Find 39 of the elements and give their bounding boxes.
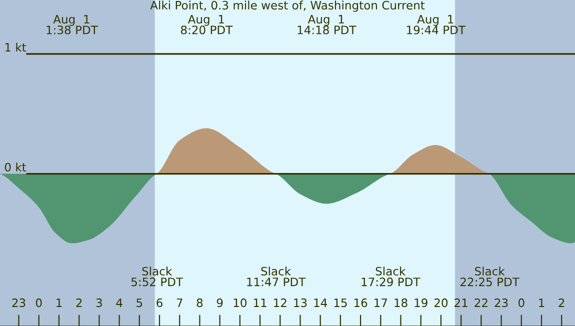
annotation: Slack 11:47 PDT bbox=[247, 266, 306, 286]
x-tick-label: 15 bbox=[334, 298, 347, 308]
annotation: Aug 1 8:20 PDT bbox=[180, 15, 233, 34]
chart-title: Alki Point, 0.3 mile west of, Washington Current bbox=[150, 0, 425, 12]
x-tick-label: 17 bbox=[374, 298, 387, 307]
x-tick-label: 20 bbox=[434, 298, 448, 308]
x-tick-label: 13 bbox=[294, 298, 307, 308]
x-tick-label: 10 bbox=[234, 298, 246, 308]
x-tick-label: 12 bbox=[274, 298, 286, 307]
annotation: Aug 1 14:18 PDT bbox=[298, 15, 356, 34]
x-tick-label: 23 bbox=[494, 298, 508, 308]
annotation: Slack 5:52 PDT bbox=[132, 266, 184, 286]
x-tick-label: 2 bbox=[76, 298, 82, 307]
x-tick-label: 0 bbox=[518, 298, 524, 308]
x-tick-label: 19 bbox=[414, 298, 428, 308]
y-tick-label: 1 kt bbox=[5, 42, 26, 52]
x-tick-label: 6 bbox=[156, 298, 162, 308]
annotation: Slack 17:29 PDT bbox=[362, 266, 420, 286]
x-tick-label: 16 bbox=[354, 298, 368, 308]
x-tick-label: 3 bbox=[96, 298, 102, 308]
x-tick-label: 4 bbox=[116, 298, 122, 307]
annotation: Aug 1 1:38 PDT bbox=[46, 15, 98, 34]
annotation: Slack 22:25 PDT bbox=[460, 266, 520, 286]
x-tick-label: 22 bbox=[474, 298, 488, 307]
x-tick-label: 5 bbox=[136, 298, 142, 308]
x-tick-label: 18 bbox=[394, 298, 408, 308]
x-tick-label: 9 bbox=[216, 298, 223, 308]
y-tick-label: 0 kt bbox=[4, 162, 26, 172]
x-tick-label: 1 bbox=[539, 298, 544, 307]
x-tick-label: 23 bbox=[12, 298, 26, 308]
x-tick-label: 21 bbox=[454, 298, 468, 307]
x-tick-label: 7 bbox=[176, 298, 182, 307]
x-tick-label: 11 bbox=[254, 298, 266, 307]
x-tick-label: 0 bbox=[36, 298, 42, 308]
x-tick-label: 1 bbox=[56, 298, 62, 307]
annotation: Aug 1 19:44 PDT bbox=[406, 15, 466, 34]
x-tick-label: 8 bbox=[196, 298, 203, 308]
x-tick-label: 2 bbox=[558, 298, 564, 307]
x-tick-label: 14 bbox=[314, 298, 328, 307]
